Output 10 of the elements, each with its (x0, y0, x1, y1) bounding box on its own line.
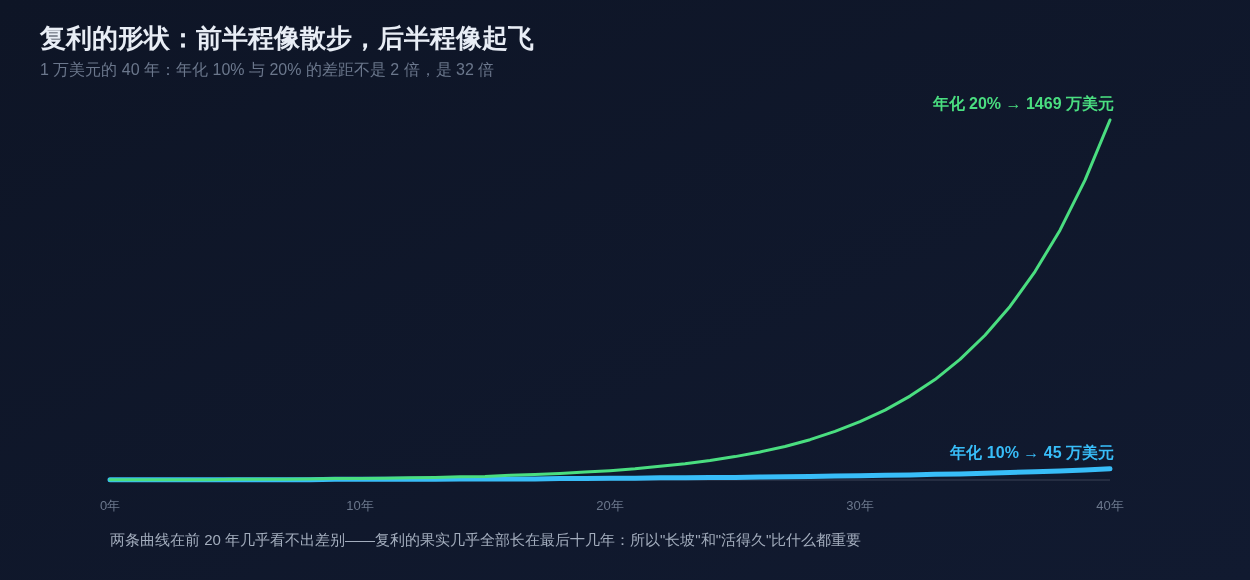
x-tick-label: 0年 (99, 498, 121, 513)
x-tick-label: 10年 (346, 498, 374, 513)
x-tick-label: 20年 (596, 498, 624, 513)
x-tick-label: 30年 (846, 498, 874, 513)
series-label: 年化 10% → 45 万美元 (949, 442, 1114, 461)
chart-title: 复利的形状：前半程像散步，后半程像起飞 (39, 23, 534, 53)
chart-subtitle: 1 万美元的 40 年：年化 10% 与 20% 的差距不是 2 倍，是 32 倍 (40, 61, 495, 78)
text: 两条曲线在前 20 年几乎看不出差别——复利的果实几乎全部长在最后十几年：所以"长坡"和"活得久"比什么都重要 (110, 531, 862, 548)
series-label: 年化 20% → 1469 万美元 (931, 94, 1114, 112)
x-tick-label: 40年 (1096, 498, 1124, 513)
